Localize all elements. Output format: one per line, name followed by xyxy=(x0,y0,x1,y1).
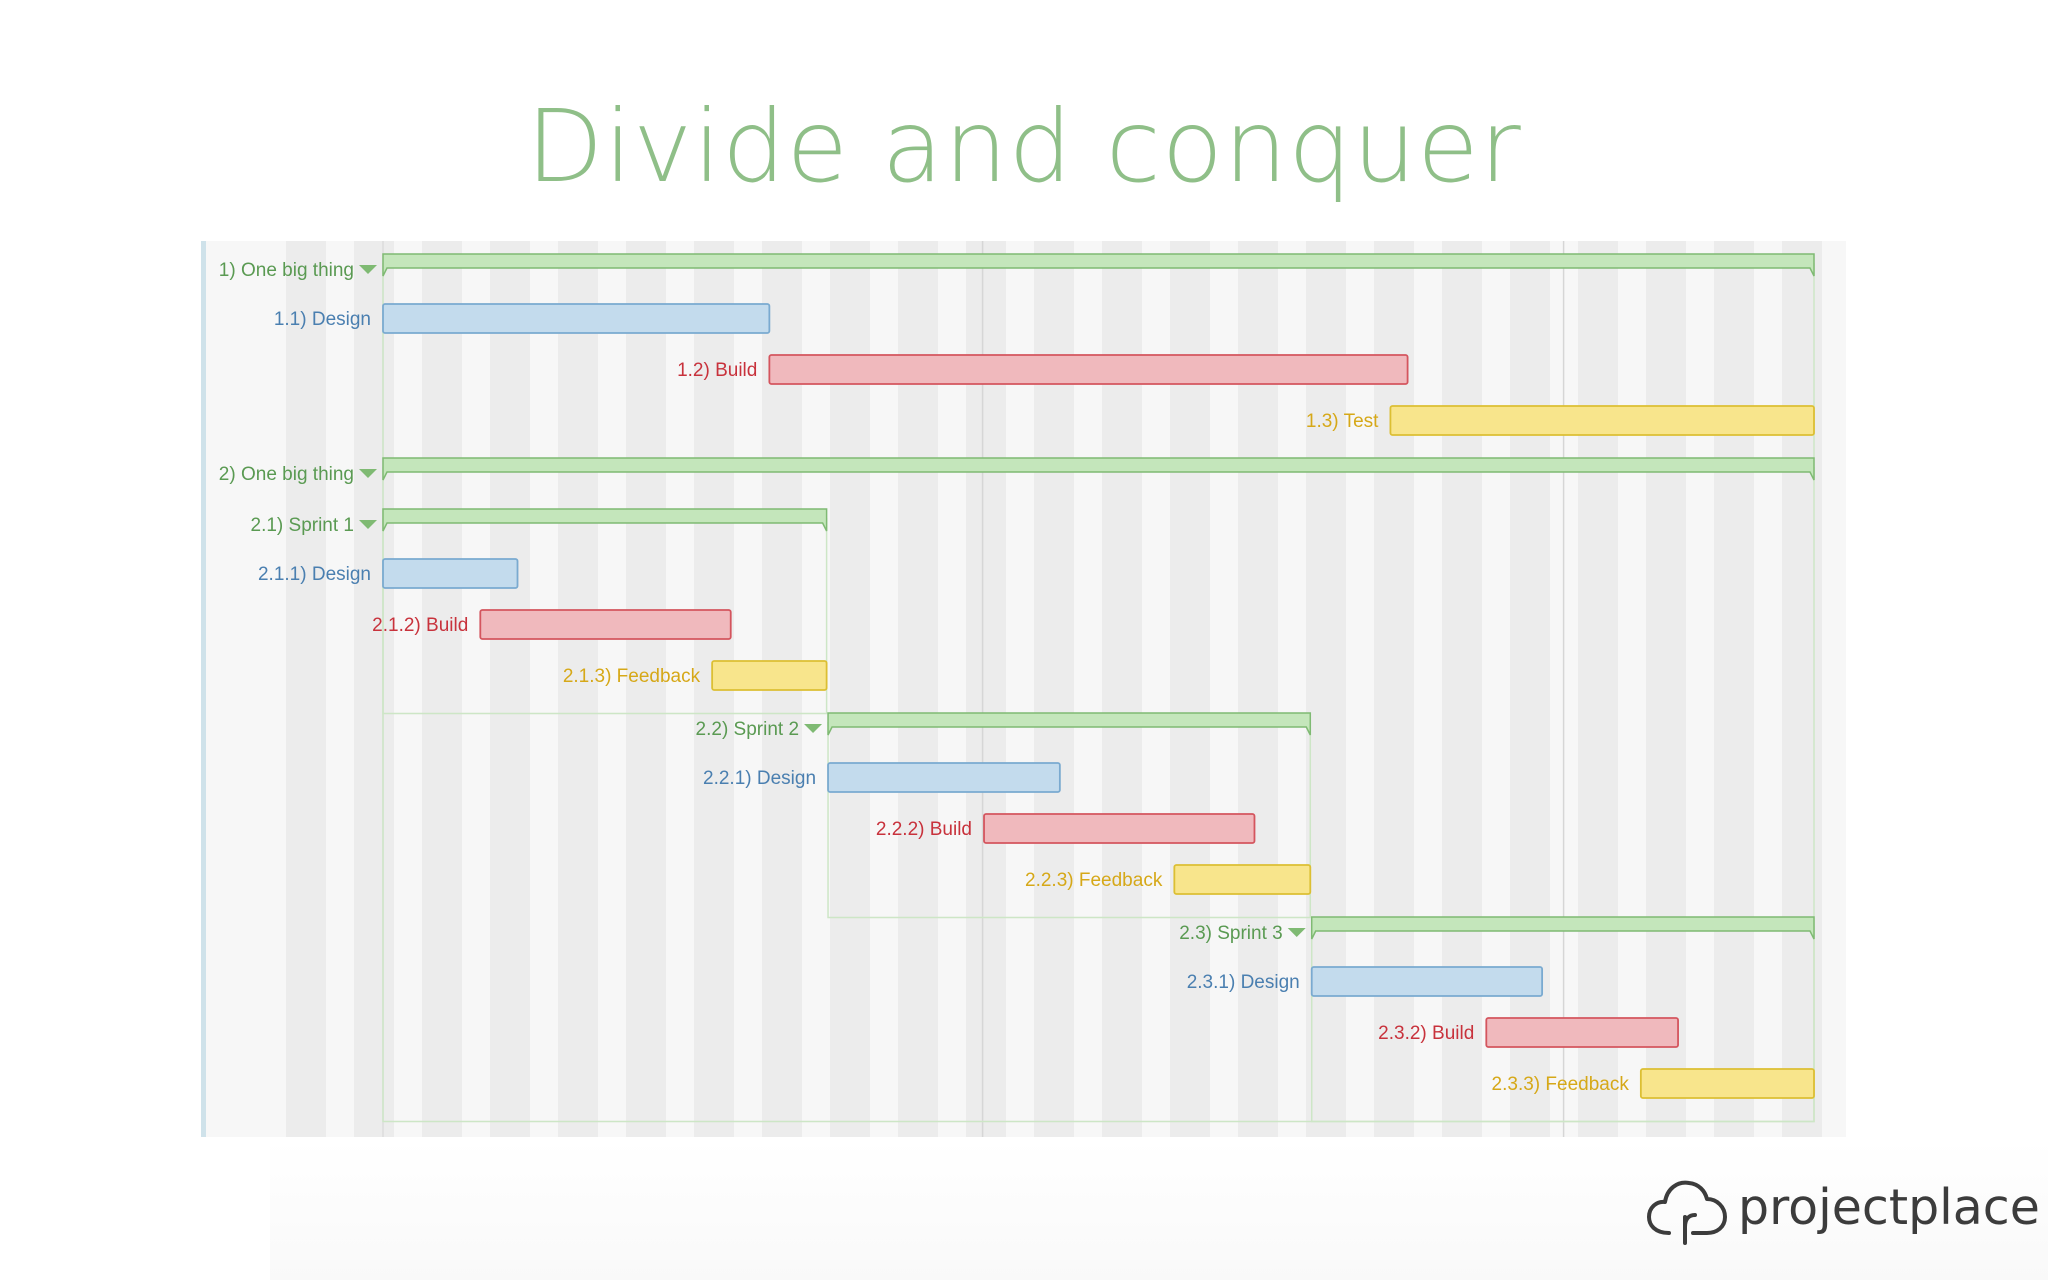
task-label: 2.2.3) Feedback xyxy=(1025,870,1163,891)
task-label: 1.2) Build xyxy=(677,360,757,381)
task-label: 2) One big thing xyxy=(219,464,354,485)
gantt-chart: 1) One big thing 1.1) Design 1.2) Build 1.3… xyxy=(201,241,1846,1137)
slide-background-fade xyxy=(270,1140,2048,1280)
gantt-canvas: 1) One big thing 1.1) Design 1.2) Build 1.3… xyxy=(219,241,1822,1137)
task-label: 1.3) Test xyxy=(1306,411,1379,432)
task-bar xyxy=(1310,966,1544,997)
brand-name: projectplace xyxy=(1738,1179,2040,1236)
timeline-band xyxy=(966,241,1006,1137)
task-label: 2.1.2) Build xyxy=(372,615,468,636)
timeline-band xyxy=(1034,241,1074,1137)
task-label: 2.1.3) Feedback xyxy=(563,666,701,687)
task-label: 2.1.1) Design xyxy=(258,564,371,585)
timeline-band xyxy=(1782,241,1822,1137)
timeline-band xyxy=(626,241,666,1137)
task-bar xyxy=(1173,864,1312,895)
task-label: 2.3.2) Build xyxy=(1378,1023,1474,1044)
task-bar xyxy=(479,609,732,640)
timeline-band xyxy=(1442,241,1482,1137)
timeline-band xyxy=(1102,241,1142,1137)
timeline-band xyxy=(558,241,598,1137)
task-bar xyxy=(711,660,828,691)
task-label: 1.1) Design xyxy=(274,309,371,330)
task-label: 2.2) Sprint 2 xyxy=(696,719,800,740)
cloud-icon xyxy=(1647,1180,1727,1245)
timeline-band xyxy=(898,241,938,1137)
gantt-left-edge xyxy=(201,241,206,1137)
task-label: 2.3.3) Feedback xyxy=(1492,1074,1630,1095)
collapse-triangle-icon xyxy=(804,724,823,733)
group-bar xyxy=(1310,916,1815,940)
timeline-band xyxy=(830,241,870,1137)
timeline-band xyxy=(1646,241,1686,1137)
timeline-band xyxy=(286,241,326,1137)
task-label: 2.3) Sprint 3 xyxy=(1179,923,1283,944)
task-bar xyxy=(768,354,1409,385)
group-container xyxy=(827,722,1312,919)
timeline-band xyxy=(1510,241,1550,1137)
group-container xyxy=(382,467,1815,1123)
task-bar xyxy=(1485,1017,1679,1048)
group-bar xyxy=(382,457,1815,481)
task-bar xyxy=(382,303,771,334)
task-bar xyxy=(983,813,1256,844)
timeline-band xyxy=(354,241,394,1137)
group-container xyxy=(1310,926,1815,1123)
task-bar xyxy=(1639,1068,1815,1099)
timeline-band xyxy=(422,241,462,1137)
task-label: 2.3.1) Design xyxy=(1187,972,1300,993)
group-bar xyxy=(382,508,828,532)
timeline-band xyxy=(1714,241,1754,1137)
task-bar xyxy=(1389,405,1815,436)
collapse-triangle-icon xyxy=(359,265,377,274)
collapse-triangle-icon xyxy=(359,469,377,478)
group-container xyxy=(382,518,828,715)
timeline-band xyxy=(1170,241,1210,1137)
task-label: 2.2.1) Design xyxy=(703,768,816,789)
collapse-triangle-icon xyxy=(359,520,377,529)
group-bar xyxy=(382,253,1815,277)
group-bar xyxy=(827,712,1312,736)
timeline-band xyxy=(1238,241,1278,1137)
projectplace-logo: projectplace xyxy=(1645,1175,2040,1249)
timeline-band xyxy=(1578,241,1618,1137)
slide-title: Divide and conquer xyxy=(526,88,1522,205)
task-bar xyxy=(382,558,519,589)
task-label: 2.2.2) Build xyxy=(876,819,972,840)
collapse-triangle-icon xyxy=(1287,928,1306,937)
task-label: 1) One big thing xyxy=(219,260,354,281)
task-bar xyxy=(827,762,1061,793)
task-label: 2.1) Sprint 1 xyxy=(251,515,355,536)
timeline-band xyxy=(490,241,530,1137)
